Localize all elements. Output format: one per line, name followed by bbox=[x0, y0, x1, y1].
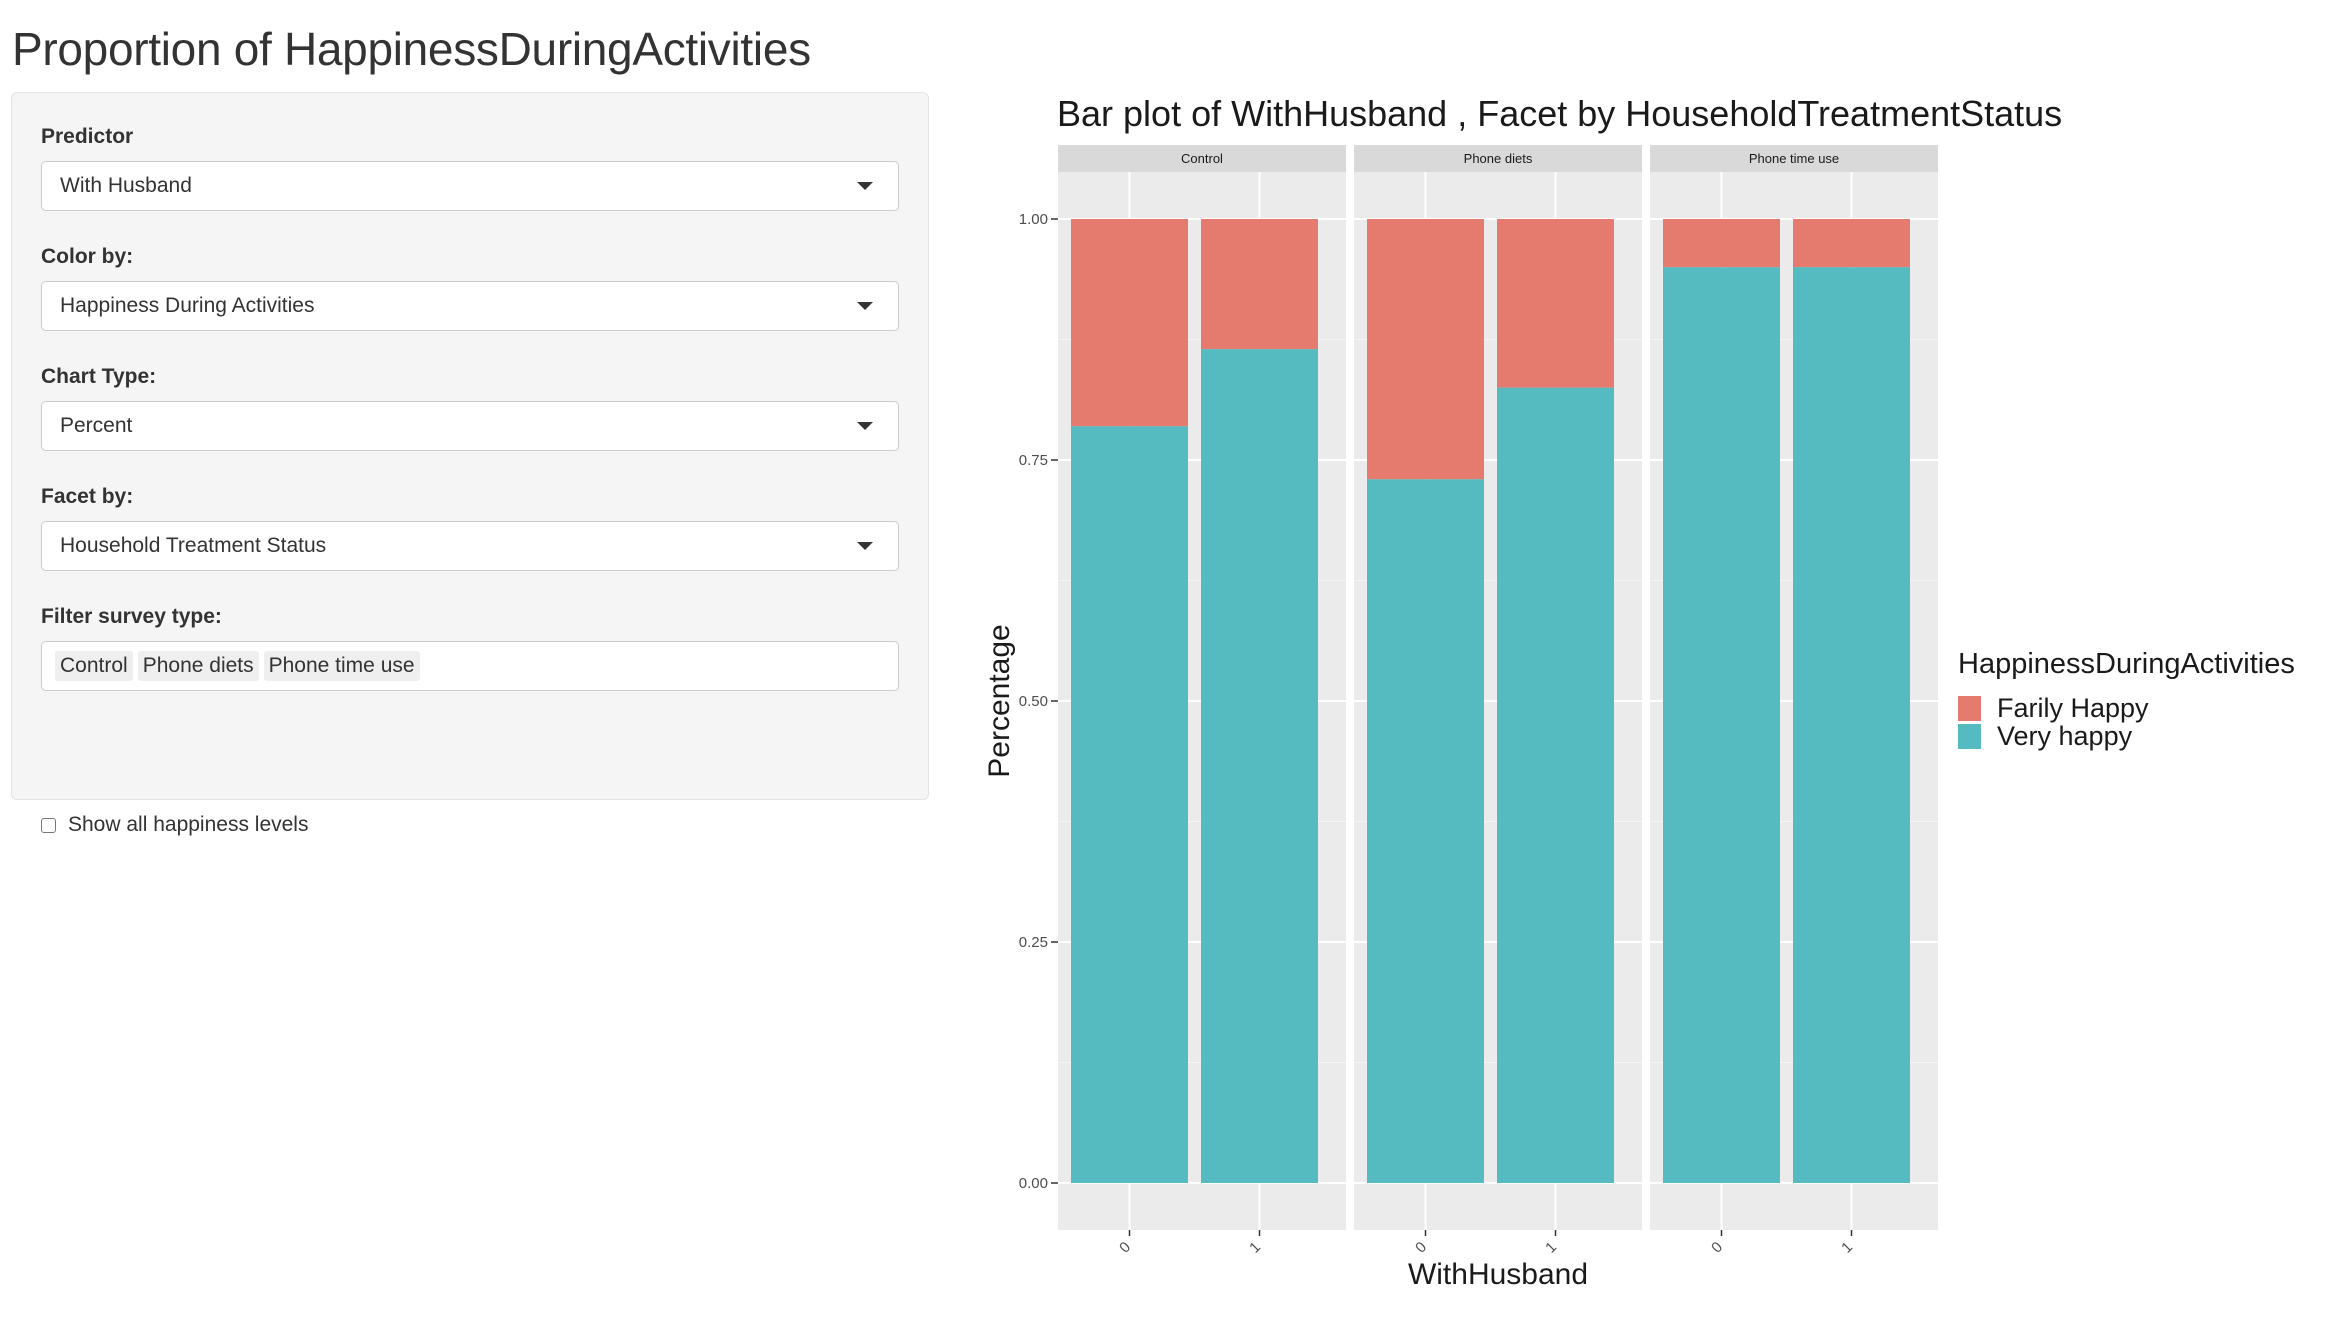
bar-farily-happy bbox=[1201, 219, 1318, 350]
sidebar-panel: Predictor With Husband Color by: Happine… bbox=[11, 92, 929, 836]
x-tick-label: 0 bbox=[1412, 1239, 1430, 1257]
facet-strip bbox=[1058, 145, 1346, 172]
y-tick-label: 0.25 bbox=[1019, 934, 1048, 951]
show-all-checkbox[interactable] bbox=[41, 817, 56, 833]
bar-very-happy bbox=[1071, 426, 1188, 1183]
bar-farily-happy bbox=[1663, 219, 1780, 268]
bar-farily-happy bbox=[1497, 219, 1614, 388]
bar-very-happy bbox=[1201, 349, 1318, 1183]
chevron-down-icon bbox=[857, 542, 873, 550]
predictor-select-value: With Husband bbox=[60, 174, 192, 197]
x-tick-label: 0 bbox=[1116, 1239, 1134, 1257]
color-by-label: Color by: bbox=[41, 245, 134, 268]
y-tick-label: 1.00 bbox=[1019, 211, 1048, 228]
bar-farily-happy bbox=[1793, 219, 1910, 268]
x-tick-label: 1 bbox=[1542, 1239, 1560, 1257]
show-all-label: Show all happiness levels bbox=[68, 813, 309, 836]
filter-tag[interactable]: Phone time use bbox=[263, 651, 420, 681]
x-axis-title: WithHusband bbox=[1408, 1258, 1588, 1291]
facet-strip bbox=[1354, 145, 1642, 172]
facet-by-label: Facet by: bbox=[41, 485, 134, 508]
bar-farily-happy bbox=[1071, 219, 1188, 427]
bar-very-happy bbox=[1793, 267, 1910, 1183]
predictor-label: Predictor bbox=[41, 125, 134, 148]
legend-item-farily-happy: Farily Happy bbox=[1958, 693, 2149, 724]
color-by-select[interactable]: Happiness During Activities bbox=[41, 281, 899, 331]
bar-farily-happy bbox=[1367, 219, 1484, 480]
y-axis-title: Percentage bbox=[983, 624, 1016, 777]
facet-by-select-value: Household Treatment Status bbox=[60, 534, 327, 557]
x-tick-label: 1 bbox=[1246, 1239, 1264, 1257]
legend-key-farily-happy bbox=[1958, 696, 1981, 721]
chevron-down-icon bbox=[857, 182, 873, 190]
chart-type-label: Chart Type: bbox=[41, 365, 157, 388]
x-tick-label: 0 bbox=[1708, 1239, 1726, 1257]
chart-type-select[interactable]: Percent bbox=[41, 401, 899, 451]
legend-label: Very happy bbox=[1997, 721, 2133, 751]
legend-key-very-happy bbox=[1958, 724, 1981, 749]
x-tick-label: 1 bbox=[1838, 1239, 1856, 1257]
chevron-down-icon bbox=[857, 302, 873, 310]
legend-label: Farily Happy bbox=[1997, 693, 2149, 723]
facet-label: Phone time use bbox=[1749, 151, 1839, 166]
y-tick-label: 0.00 bbox=[1019, 1175, 1048, 1192]
facet-label: Control bbox=[1181, 151, 1223, 166]
bar-very-happy bbox=[1663, 267, 1780, 1183]
filter-tag[interactable]: Phone diets bbox=[137, 651, 259, 681]
facet-label: Phone diets bbox=[1464, 151, 1533, 166]
predictor-select[interactable]: With Husband bbox=[41, 161, 899, 211]
show-all-happiness-option[interactable]: Show all happiness levels bbox=[41, 813, 308, 837]
bar-very-happy bbox=[1497, 387, 1614, 1183]
chevron-down-icon bbox=[857, 422, 873, 430]
page-title: Proportion of HappinessDuringActivities bbox=[12, 23, 811, 75]
facet-strip bbox=[1650, 145, 1938, 172]
legend-item-very-happy: Very happy bbox=[1958, 721, 2132, 752]
bar-very-happy bbox=[1367, 479, 1484, 1183]
filter-survey-label: Filter survey type: bbox=[41, 605, 222, 628]
color-by-select-value: Happiness During Activities bbox=[60, 294, 315, 317]
y-tick-label: 0.50 bbox=[1019, 693, 1048, 710]
facet-by-select[interactable]: Household Treatment Status bbox=[41, 521, 899, 571]
y-tick-label: 0.75 bbox=[1019, 452, 1048, 469]
chart-title: Bar plot of WithHusband , Facet by House… bbox=[1057, 93, 2062, 134]
legend-title: HappinessDuringActivities bbox=[1958, 648, 2295, 680]
filter-tag[interactable]: Control bbox=[55, 651, 133, 681]
filter-survey-multiselect[interactable]: Control Phone diets Phone time use bbox=[41, 641, 899, 691]
chart-type-select-value: Percent bbox=[60, 414, 133, 437]
